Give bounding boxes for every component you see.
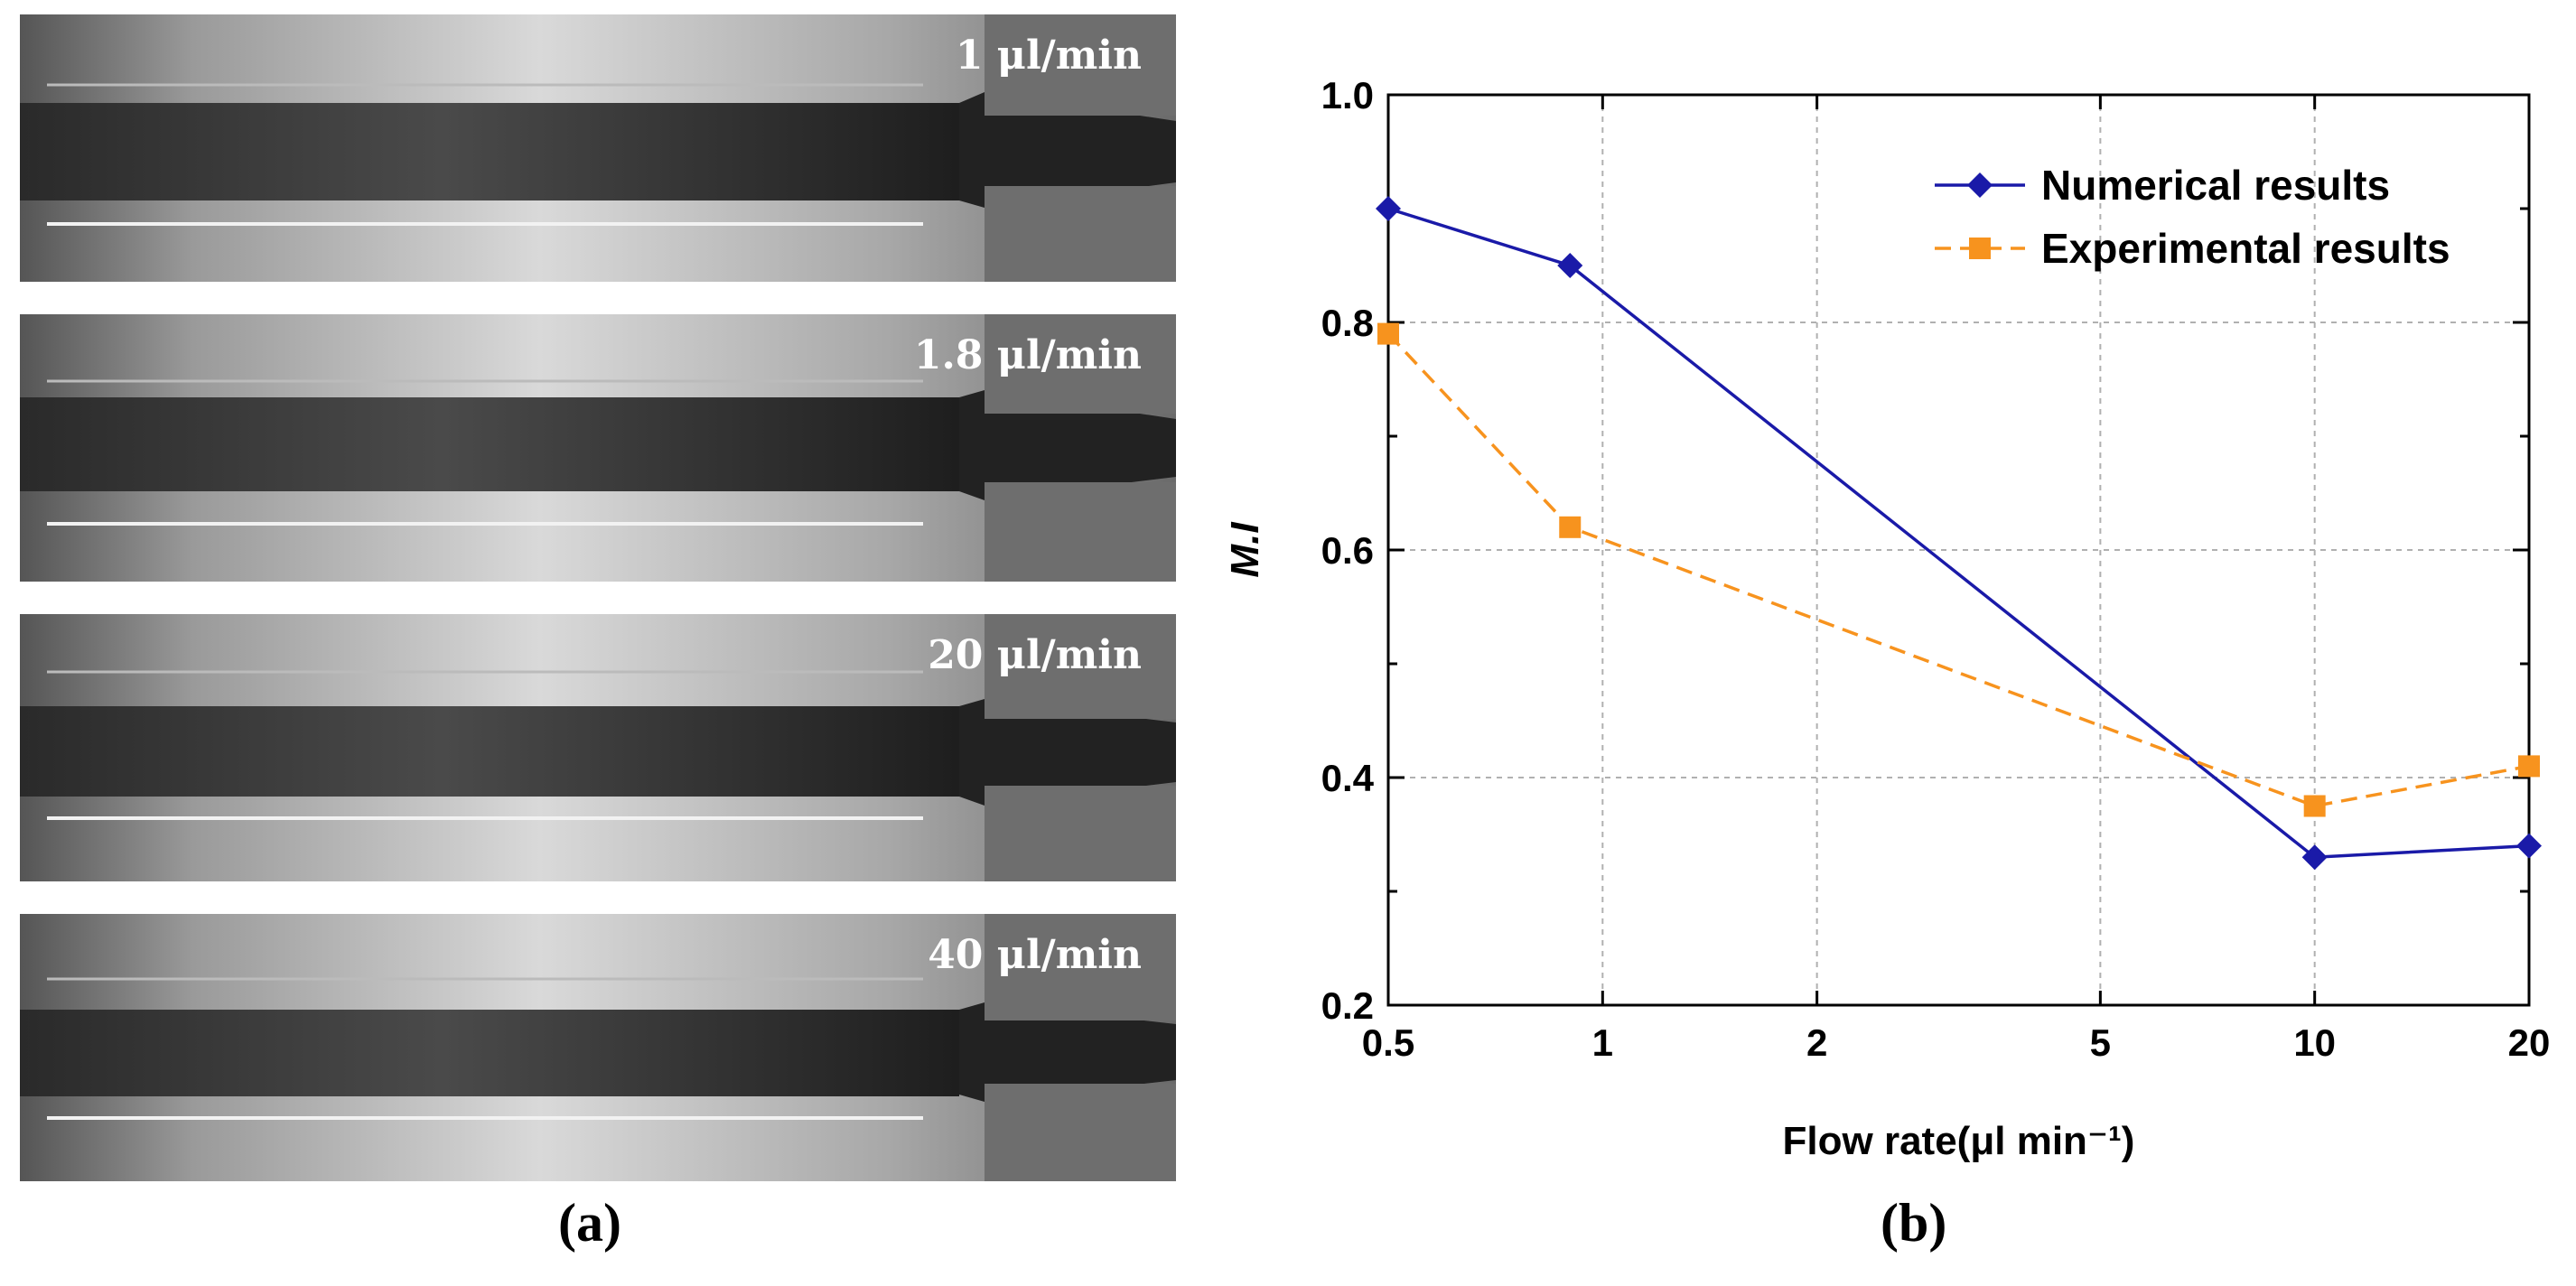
flow-rate-label: 40 μl/min: [928, 932, 1142, 978]
channel-image-2: 1.8 μl/min: [20, 314, 1176, 582]
data-point: [1557, 253, 1583, 278]
channel-image-3: 20 μl/min: [20, 614, 1176, 881]
x-tick-label: 10: [2293, 1021, 2336, 1064]
channel-image-1: 1 μl/min: [20, 14, 1176, 282]
series-numerical: [1376, 196, 2542, 871]
flow-rate-label: 1 μl/min: [955, 33, 1142, 79]
data-point: [1376, 196, 1401, 221]
x-tick-label: 0.5: [1362, 1021, 1414, 1064]
data-point: [2518, 755, 2540, 778]
panel-b-caption: (b): [1881, 1193, 1947, 1253]
series-line: [1386, 332, 2530, 808]
y-tick-label: 1.0: [1321, 74, 1374, 116]
y-tick-label: 0.8: [1321, 302, 1374, 344]
y-tick-label: 0.2: [1321, 984, 1374, 1027]
channel-image-graphic: [20, 914, 1176, 1181]
y-axis-label: M.I: [1223, 522, 1267, 578]
x-tick-label: 20: [2508, 1021, 2551, 1064]
x-tick-label: 2: [1806, 1021, 1827, 1064]
x-tick-label: 5: [2090, 1021, 2111, 1064]
channel-image-4: 40 μl/min: [20, 914, 1176, 1181]
legend-marker: [1969, 238, 1991, 259]
legend: Numerical results Experimental results: [1935, 162, 2450, 272]
data-point: [2303, 795, 2326, 817]
channel-image-graphic: [20, 14, 1176, 282]
data-series: [1376, 196, 2542, 871]
data-point: [2301, 844, 2328, 871]
flow-rate-label: 1.8 μl/min: [913, 332, 1142, 378]
channel-image-graphic: [20, 614, 1176, 881]
x-axis-label: Flow rate(μl min⁻¹): [1783, 1119, 2135, 1163]
data-point: [2516, 833, 2542, 859]
legend-label: Numerical results: [2041, 162, 2390, 209]
panel-a-caption: (a): [558, 1193, 621, 1253]
series-experimental: [1377, 322, 2540, 817]
y-tick-label: 0.4: [1321, 757, 1375, 799]
legend-label: Experimental results: [2041, 225, 2450, 272]
y-tick-label: 0.6: [1321, 529, 1374, 572]
axis-ticks: 0.5 1 2 5 10 20 0.2 0.4 0.6 0.8 1.0: [1321, 74, 2551, 1064]
legend-marker: [1967, 172, 1993, 198]
series-line: [1387, 207, 2530, 859]
x-tick-label: 1: [1592, 1021, 1613, 1064]
channel-image-graphic: [20, 314, 1176, 582]
flow-rate-label: 20 μl/min: [928, 632, 1142, 678]
data-point: [1377, 322, 1399, 345]
mixing-index-chart: 0.5 1 2 5 10 20 0.2 0.4 0.6 0.8 1.0 Numerical resu…: [1223, 74, 2551, 1163]
data-point: [1559, 516, 1582, 538]
